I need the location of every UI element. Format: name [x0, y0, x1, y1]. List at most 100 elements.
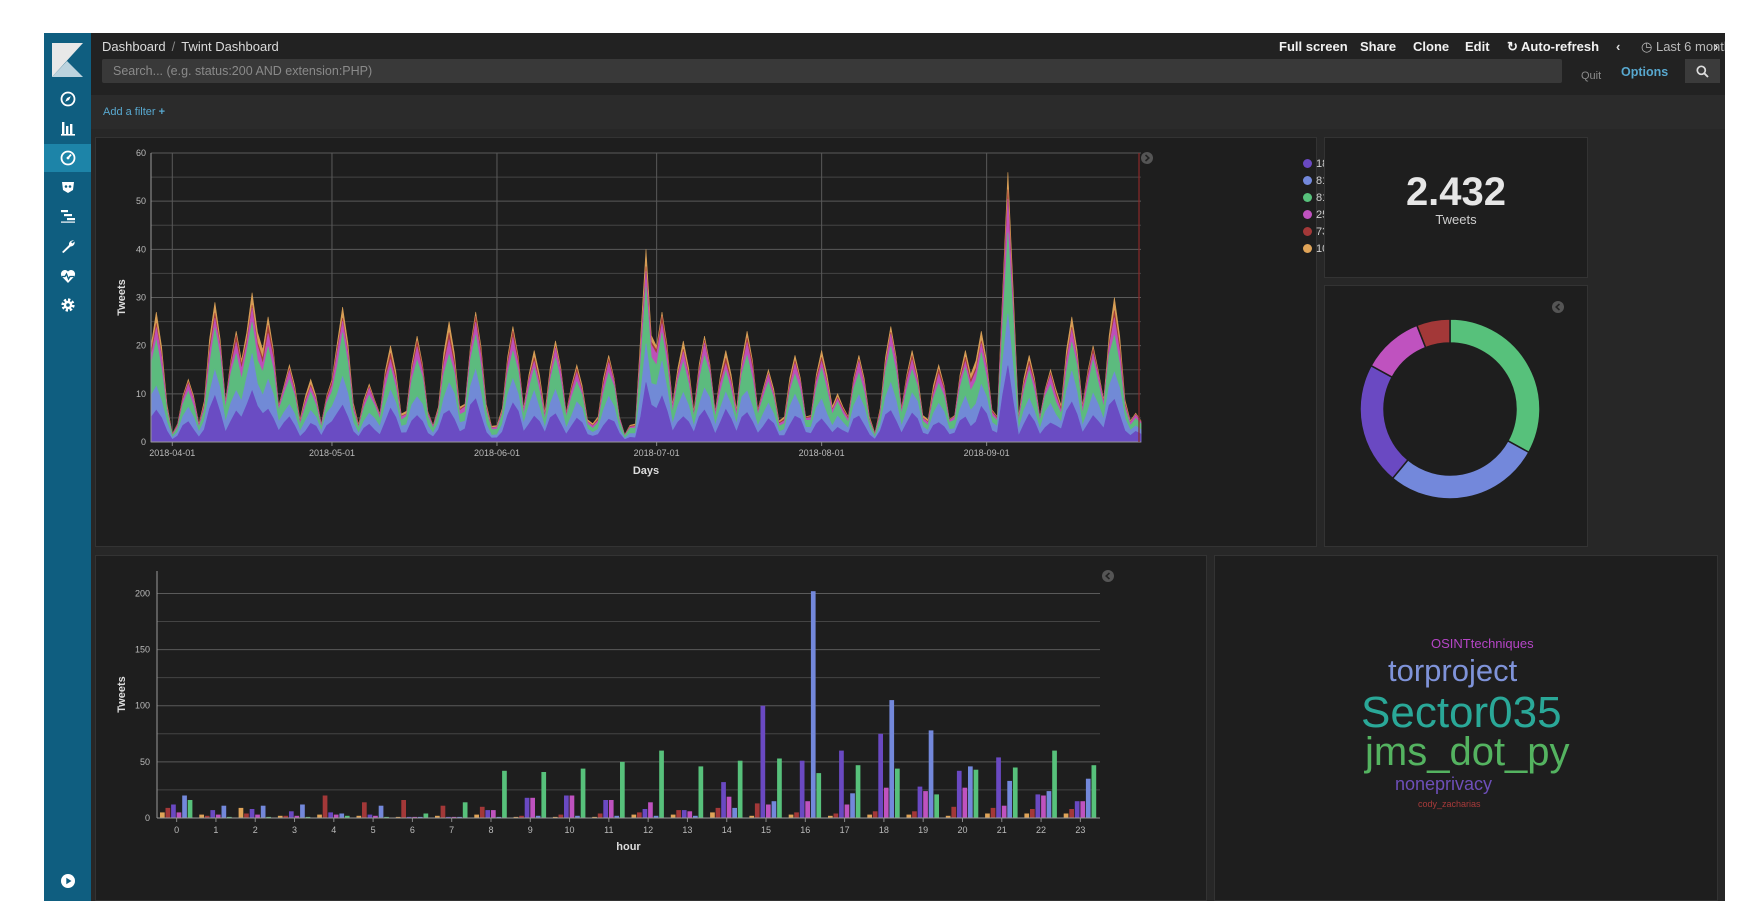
bar — [839, 750, 844, 818]
timelion-icon[interactable] — [44, 173, 91, 201]
search-input[interactable]: Search... (e.g. status:200 AND extension… — [102, 59, 1562, 83]
legend-dot — [1303, 210, 1312, 219]
bar — [693, 815, 698, 818]
cloud-word[interactable]: cody_zacharias — [1418, 799, 1481, 809]
filter-bar: Add a filter + — [91, 95, 1725, 129]
y-tick-label: 200 — [135, 588, 150, 598]
donut-slice — [1370, 324, 1427, 379]
x-tick-label: 21 — [997, 825, 1007, 835]
metric-label: Tweets — [1435, 212, 1477, 227]
bar — [928, 730, 934, 818]
legend-toggle-icon[interactable] — [1102, 570, 1114, 582]
query-language-switch[interactable]: Quit — [1581, 70, 1602, 82]
cloud-word[interactable]: OSINTtechniques — [1431, 636, 1534, 651]
x-axis-title: Days — [633, 465, 659, 477]
discover-icon[interactable] — [44, 85, 91, 113]
x-tick-label: 9 — [528, 825, 533, 835]
area-chart: 0 10 20 30 40 50 60 2018-04-01 2018-05-01 2018-06… — [116, 148, 1153, 477]
breadcrumb: Dashboard / Twint Dashboard — [102, 39, 279, 54]
bar — [552, 816, 558, 818]
kibana-logo[interactable] — [52, 43, 83, 77]
donut-slice — [1449, 318, 1541, 454]
bar — [446, 816, 451, 818]
bar — [1030, 809, 1035, 818]
bar — [828, 815, 833, 818]
bar — [1007, 780, 1012, 818]
dashboard-icon[interactable] — [44, 144, 91, 172]
bar — [1091, 765, 1097, 818]
y-tick-label: 50 — [140, 757, 150, 767]
share-link[interactable]: Share — [1360, 39, 1397, 54]
x-tick-label: 2018-08-01 — [799, 448, 845, 458]
bar — [771, 801, 777, 818]
bar — [305, 816, 311, 818]
y-tick-label: 50 — [136, 196, 146, 206]
edit-link[interactable]: Edit — [1465, 39, 1490, 54]
y-tick-label: 150 — [135, 645, 150, 655]
full-screen-link[interactable]: Full screen — [1279, 39, 1348, 54]
time-next-chevron-icon[interactable]: › — [1714, 39, 1719, 54]
bar — [356, 815, 362, 818]
x-tick-label: 22 — [1036, 825, 1046, 835]
bar — [923, 791, 928, 818]
bar — [378, 805, 384, 818]
bar — [676, 810, 681, 818]
bar — [726, 796, 732, 818]
bar — [872, 811, 878, 818]
bar — [721, 782, 726, 818]
bar — [670, 814, 676, 818]
management-gear-icon[interactable] — [44, 291, 91, 319]
x-tick-label: 2018-07-01 — [634, 448, 680, 458]
bar — [373, 815, 378, 818]
bar — [300, 804, 305, 818]
bar — [266, 816, 271, 818]
collapse-play-icon[interactable] — [44, 867, 91, 895]
add-filter-link[interactable]: Add a filter + — [103, 106, 166, 118]
legend-dot — [1303, 176, 1312, 185]
cloud-word[interactable]: torproject — [1388, 653, 1518, 688]
monitoring-icon[interactable] — [44, 262, 91, 290]
bar — [637, 812, 642, 818]
auto-refresh-link[interactable]: ↻ Auto-refresh — [1507, 39, 1600, 54]
bar — [754, 803, 760, 818]
y-tick-label: 20 — [136, 341, 146, 351]
bar — [895, 768, 900, 818]
bar — [530, 797, 535, 818]
apm-icon[interactable] — [44, 202, 91, 230]
time-prev-chevron-icon[interactable]: ‹ — [1616, 39, 1621, 54]
x-tick-label: 4 — [331, 825, 336, 835]
y-axis-title: Tweets — [116, 676, 128, 712]
bar — [906, 814, 912, 818]
legend-toggle-icon[interactable] — [1141, 152, 1153, 164]
legend-dot — [1303, 159, 1312, 168]
x-tick-label: 2018-04-01 — [149, 448, 195, 458]
area-series-81895870 — [150, 232, 1142, 443]
cloud-word[interactable]: noneprivacy — [1395, 774, 1493, 794]
clone-link[interactable]: Clone — [1413, 39, 1450, 54]
bar — [317, 814, 322, 818]
breadcrumb-dashboard-link[interactable]: Dashboard — [102, 39, 166, 54]
bar — [631, 814, 637, 818]
bar — [996, 757, 1001, 818]
bar — [187, 800, 193, 818]
legend-toggle-icon[interactable] — [1552, 301, 1564, 313]
dev-tools-icon[interactable] — [44, 232, 91, 260]
search-button[interactable] — [1685, 59, 1720, 83]
bar — [491, 810, 496, 818]
cloud-word[interactable]: jms_dot_py — [1365, 730, 1570, 774]
cloud-word[interactable]: Sector035 — [1361, 688, 1562, 737]
metric-value: 2.432 — [1405, 170, 1507, 214]
visualize-icon[interactable] — [44, 114, 91, 142]
bar — [435, 815, 440, 818]
options-button[interactable]: Options — [1621, 65, 1669, 79]
y-tick-label: 0 — [145, 813, 150, 823]
donut-chart — [1359, 301, 1564, 500]
bar — [580, 768, 586, 818]
bar — [160, 812, 165, 818]
time-range-picker[interactable]: ◷ Last 6 months — [1641, 39, 1725, 54]
bar — [659, 750, 664, 818]
x-tick-label: 13 — [682, 825, 692, 835]
bar — [990, 807, 996, 818]
x-tick-label: 17 — [840, 825, 850, 835]
bar — [289, 811, 294, 818]
